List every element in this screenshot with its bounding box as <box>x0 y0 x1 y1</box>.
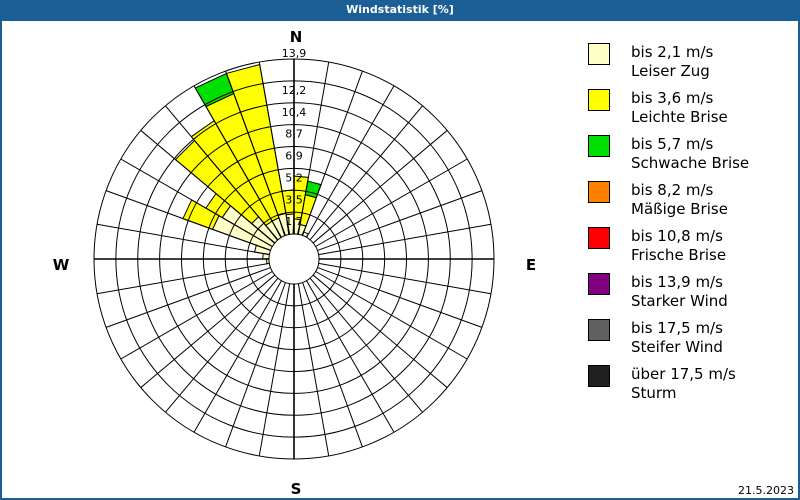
legend-range: bis 3,6 m/s <box>631 89 714 107</box>
grid-spoke <box>297 61 330 235</box>
grid-spoke <box>120 158 273 247</box>
compass-east-label: E <box>526 256 536 274</box>
ring-label: 8,7 <box>285 128 303 141</box>
window-title: Windstatistik [%] <box>0 0 800 20</box>
grid-spoke <box>317 267 483 328</box>
legend-name: Leichte Brise <box>631 108 728 126</box>
legend-range: bis 10,8 m/s <box>631 227 723 245</box>
grid-spoke <box>225 282 286 448</box>
ring-label: 3,5 <box>285 193 303 206</box>
ring-label: 5,2 <box>285 171 303 184</box>
compass-west-label: W <box>53 256 70 274</box>
grid-spoke <box>225 70 286 236</box>
legend-swatch-1 <box>588 89 610 111</box>
wind-rose-grid <box>93 58 495 460</box>
grid-spoke <box>193 280 282 433</box>
legend-range: bis 2,1 m/s <box>631 43 714 61</box>
legend-swatch-5 <box>588 273 610 295</box>
legend-name: Leiser Zug <box>631 62 710 80</box>
ring-label: 6,9 <box>285 150 303 163</box>
legend-swatch-2 <box>588 135 610 157</box>
legend-range: bis 8,2 m/s <box>631 181 714 199</box>
ring-labels: 1,7 3,5 5,2 6,9 8,7 10,4 12,2 13,9 <box>282 47 307 228</box>
legend-swatch-3 <box>588 181 610 203</box>
date-label: 21.5.2023 <box>738 484 794 497</box>
compass-north-label: N <box>290 28 303 46</box>
grid-spoke <box>165 105 279 241</box>
legend-name: Frische Brise <box>631 246 727 264</box>
grid-spoke <box>315 271 468 360</box>
grid-spoke <box>302 70 363 236</box>
grid-spoke <box>309 105 423 241</box>
grid-spoke <box>312 130 448 244</box>
legend-swatch-4 <box>588 227 610 249</box>
legend-swatch-7 <box>588 365 610 387</box>
grid-spoke <box>140 130 276 244</box>
grid-spoke <box>193 85 282 238</box>
grid-spoke <box>306 280 395 433</box>
inner-circle <box>268 233 320 285</box>
grid-spoke <box>120 271 273 360</box>
legend-range: über 17,5 m/s <box>631 365 736 383</box>
grid-spoke <box>105 190 271 251</box>
legend-swatch-6 <box>588 319 610 341</box>
legend-range: bis 17,5 m/s <box>631 319 723 337</box>
grid-spoke <box>140 274 276 388</box>
grid-spoke <box>96 223 270 256</box>
grid-spoke <box>318 223 492 256</box>
grid-spoke <box>315 158 468 247</box>
compass-south-label: S <box>291 480 302 498</box>
grid-spoke <box>165 277 279 413</box>
legend-range: bis 5,7 m/s <box>631 135 714 153</box>
legend-swatch-0 <box>588 43 610 65</box>
ring-label: 10,4 <box>282 106 307 119</box>
grid-spoke <box>312 274 448 388</box>
legend-name: Sturm <box>631 384 677 402</box>
legend-name: Steifer Wind <box>631 338 723 356</box>
grid-spoke <box>258 283 291 457</box>
grid-spoke <box>306 85 395 238</box>
legend-name: Schwache Brise <box>631 154 750 172</box>
grid-spoke <box>309 277 423 413</box>
grid-spoke <box>297 283 330 457</box>
grid-spoke <box>258 61 291 235</box>
ring-label: 1,7 <box>285 215 303 228</box>
grid-spoke <box>317 190 483 251</box>
grid-spoke <box>302 282 363 448</box>
legend-name: Mäßige Brise <box>631 200 728 218</box>
grid-spoke <box>105 267 271 328</box>
ring-label: 13,9 <box>282 47 307 60</box>
grid-spoke <box>96 262 270 295</box>
legend-name: Starker Wind <box>631 292 728 310</box>
grid-spoke <box>318 262 492 295</box>
legend-range: bis 13,9 m/s <box>631 273 723 291</box>
ring-label: 12,2 <box>282 84 307 97</box>
